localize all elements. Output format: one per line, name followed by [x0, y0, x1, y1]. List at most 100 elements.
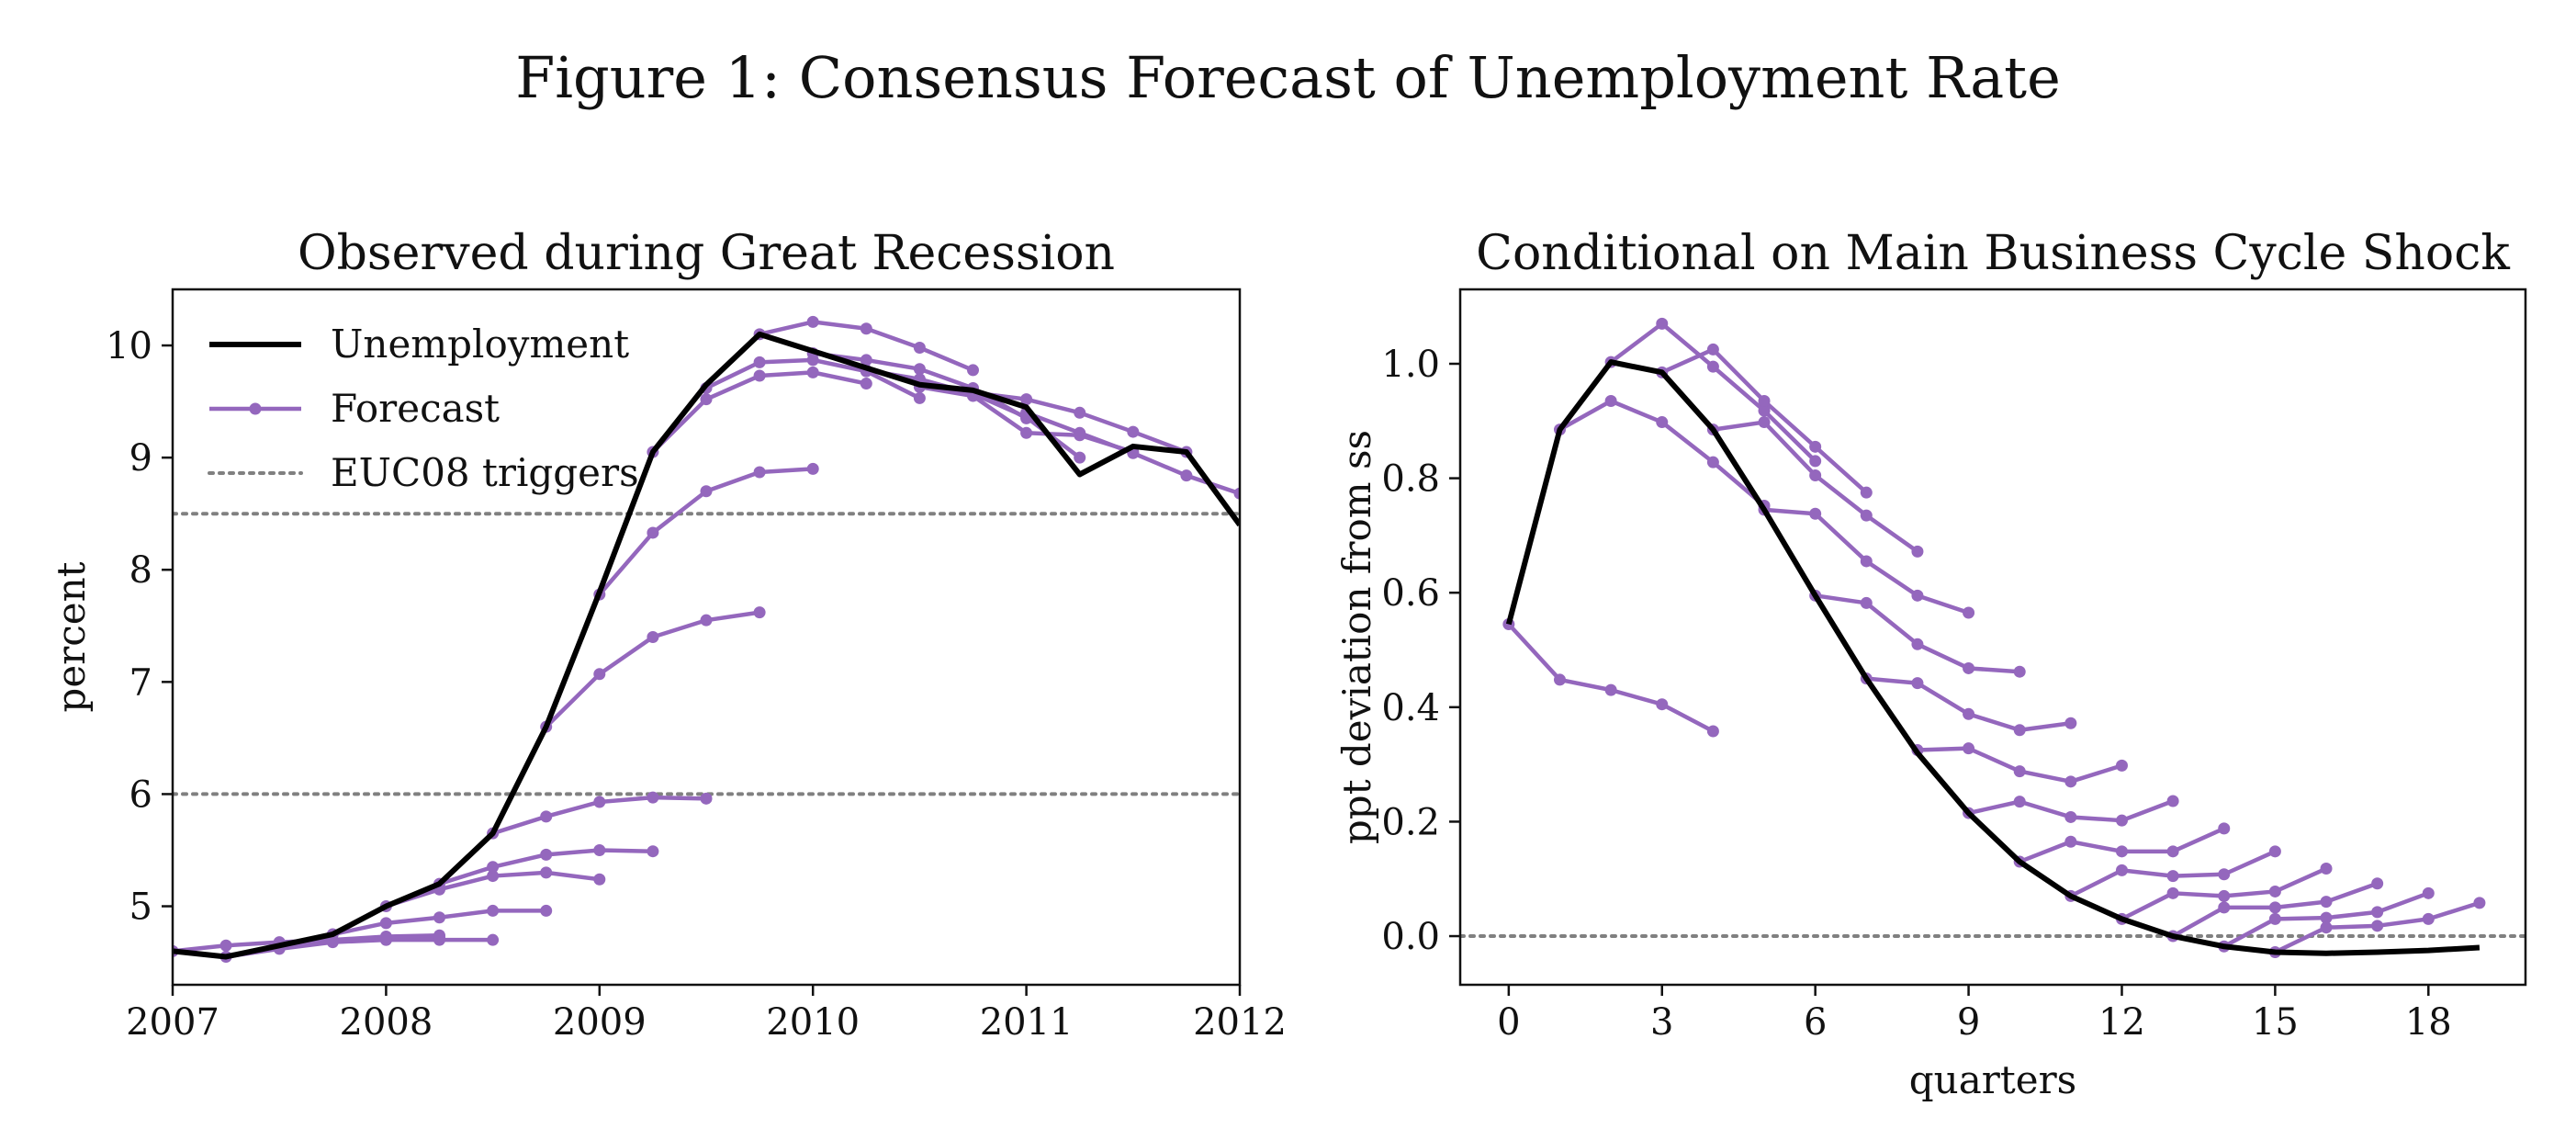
forecast-point: [700, 393, 713, 406]
actual-line: [173, 331, 1240, 960]
forecast-point: [1911, 589, 1924, 602]
forecast-point: [753, 466, 766, 479]
forecast-point: [806, 315, 819, 328]
forecast-point: [860, 322, 872, 335]
forecast-point: [2422, 912, 2435, 925]
forecast-point: [647, 631, 659, 643]
forecast-point: [2166, 795, 2179, 807]
forecast-point: [2013, 765, 2026, 778]
forecast-point: [1809, 507, 1822, 520]
forecast-point: [2115, 814, 2128, 827]
x-tick-label: 2007: [126, 1001, 219, 1044]
forecast-point: [487, 861, 500, 874]
forecast-point: [2064, 835, 2077, 848]
panel-great-recession: Observed during Great Recession 2007 2008 2…: [49, 226, 1287, 1044]
y-tick-label: 1.0: [1381, 344, 1440, 386]
forecast-point: [2013, 665, 2026, 678]
figure-title: Figure 1: Consensus Forecast of Unemploy…: [515, 44, 2061, 111]
y-tick-label: 9: [129, 437, 152, 480]
forecast-point: [219, 939, 232, 952]
x-tick-label: 9: [1957, 1001, 1980, 1044]
forecast-point: [1604, 683, 1617, 696]
legend: Unemployment Forecast EUC08 triggers: [208, 322, 639, 495]
forecast-point: [753, 356, 766, 368]
forecast-point: [1604, 394, 1617, 407]
forecast-point: [2064, 810, 2077, 823]
forecast-point: [2064, 775, 2077, 788]
forecast-point: [1706, 360, 1719, 373]
forecast-point: [1809, 455, 1822, 468]
x-tick-label: 2008: [340, 1001, 433, 1044]
x-tick-label: 18: [2405, 1001, 2452, 1044]
forecast-point: [593, 668, 606, 681]
forecast-point: [1656, 317, 1669, 330]
y-axis-label: ppt deviation from ss: [1334, 430, 1379, 844]
forecast-point: [806, 366, 819, 378]
forecast-point: [379, 930, 392, 943]
forecast-point: [2371, 877, 2384, 890]
y-tick-label: 0.8: [1381, 458, 1440, 501]
y-axis-label: percent: [49, 561, 94, 712]
forecast-point: [1758, 416, 1771, 429]
axes-frame: [1458, 288, 2527, 987]
forecast-point: [1911, 545, 1924, 558]
forecast-point: [913, 391, 926, 404]
forecast-point: [1963, 661, 1975, 674]
forecast-point: [2422, 886, 2435, 899]
forecast-point: [1127, 425, 1140, 438]
forecast-point: [1074, 406, 1086, 419]
forecast-point: [487, 933, 500, 946]
forecast-point: [1963, 606, 1975, 619]
forecast-point: [2218, 868, 2231, 881]
y-tick-label: 0.6: [1381, 572, 1440, 615]
forecast-point: [1074, 451, 1086, 464]
forecast-point: [2218, 889, 2231, 902]
y-tick-label: 0.4: [1381, 687, 1440, 729]
forecast-point: [700, 485, 713, 498]
plot-area: [173, 315, 1240, 963]
forecast-point: [540, 866, 553, 879]
forecast-point: [1233, 487, 1240, 500]
y-tick-label: 6: [129, 773, 152, 816]
forecast-point: [1706, 725, 1719, 738]
forecast-point: [433, 929, 445, 942]
forecast-point: [2166, 870, 2179, 883]
y-tick-label: 0.0: [1381, 916, 1440, 958]
forecast-point: [540, 848, 553, 861]
forecast-point: [2268, 912, 2281, 925]
forecast-point: [700, 792, 713, 805]
forecast-point: [593, 796, 606, 808]
forecast-point: [540, 904, 553, 917]
legend-label: EUC08 triggers: [331, 450, 639, 495]
forecast-point: [2320, 911, 2333, 924]
forecast-point: [593, 843, 606, 856]
forecast-point: [433, 911, 445, 924]
legend-label: Unemployment: [331, 322, 629, 367]
panel-title: Observed during Great Recession: [298, 226, 1115, 281]
forecast-point: [540, 810, 553, 823]
forecast-point: [2268, 901, 2281, 914]
forecast-point: [647, 526, 659, 539]
forecast-point: [593, 873, 606, 886]
panel-title: Conditional on Main Business Cycle Shock: [1476, 226, 2510, 281]
forecast-point: [487, 904, 500, 917]
forecast-point: [2473, 897, 2486, 909]
forecast-point: [806, 462, 819, 475]
forecast-point: [753, 606, 766, 619]
forecast-point: [2218, 901, 2231, 914]
forecast-point: [1553, 673, 1566, 686]
forecast-point: [753, 369, 766, 382]
y-tick-label: 8: [129, 549, 152, 592]
forecast-line-7: [545, 610, 760, 728]
forecast-line-0: [1507, 622, 1715, 733]
forecast-point: [647, 791, 659, 804]
forecast-point: [1706, 343, 1719, 356]
forecast-point: [1758, 394, 1771, 407]
forecast-point: [2115, 845, 2128, 858]
forecast-point: [1758, 404, 1771, 417]
x-tick-label: 12: [2098, 1001, 2145, 1044]
forecast-point: [2371, 906, 2384, 919]
forecast-point: [2218, 822, 2231, 835]
forecast-point: [1656, 698, 1669, 711]
actual-line: [1505, 359, 2480, 956]
